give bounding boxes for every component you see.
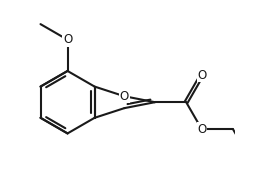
Text: O: O — [197, 123, 206, 136]
Text: O: O — [63, 33, 72, 46]
Text: O: O — [120, 90, 129, 103]
Text: O: O — [197, 69, 206, 82]
